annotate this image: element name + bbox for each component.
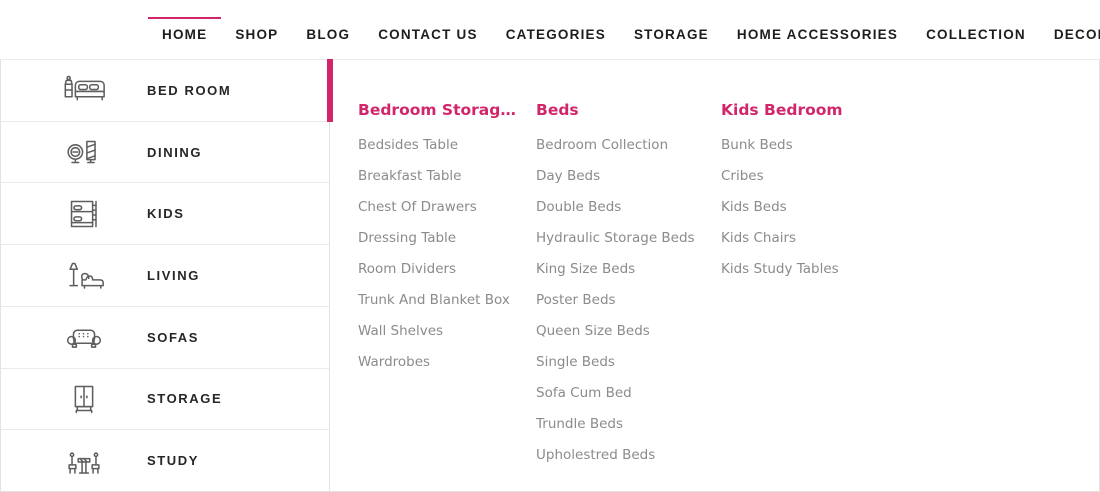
nav-item-shop[interactable]: SHOP bbox=[235, 27, 279, 42]
mega-column-title[interactable]: Bedroom Storage & A... bbox=[358, 101, 516, 119]
mega-link[interactable]: Kids Beds bbox=[721, 199, 787, 215]
bunk-bed-icon bbox=[61, 194, 107, 234]
mega-column-title[interactable]: Kids Bedroom bbox=[721, 101, 843, 119]
nav-item-contact-us[interactable]: CONTACT US bbox=[378, 27, 478, 42]
mega-column-beds: Beds Bedroom Collection Day Beds Double … bbox=[536, 101, 701, 491]
nav-item-home[interactable]: HOME bbox=[148, 10, 222, 59]
sofa-icon bbox=[61, 317, 107, 357]
sidebar-item-label: STUDY bbox=[147, 453, 200, 469]
sidebar-item-kids[interactable]: KIDS bbox=[1, 183, 329, 246]
mega-link[interactable]: Room Dividers bbox=[358, 261, 457, 277]
mega-link[interactable]: Chest Of Drawers bbox=[358, 199, 477, 215]
mega-column-bedroom-storage: Bedroom Storage & A... Bedsides Table Br… bbox=[358, 101, 516, 491]
mega-link[interactable]: Hydraulic Storage Beds bbox=[536, 230, 695, 246]
mega-column-title[interactable]: Beds bbox=[536, 101, 579, 119]
mega-link[interactable]: Single Beds bbox=[536, 354, 615, 370]
mega-link[interactable]: Double Beds bbox=[536, 199, 622, 215]
mega-link[interactable]: Bedroom Collection bbox=[536, 137, 669, 153]
mega-link[interactable]: Dressing Table bbox=[358, 230, 457, 246]
sidebar-item-living[interactable]: LIVING bbox=[1, 245, 329, 307]
study-desk-icon bbox=[61, 441, 107, 481]
sidebar-item-label: BED ROOM bbox=[147, 82, 232, 98]
mega-link[interactable]: Wardrobes bbox=[358, 354, 431, 370]
category-sidebar: BED ROOM bbox=[1, 59, 333, 492]
mega-column-links: Bunk Beds Cribes Kids Beds Kids Chairs K… bbox=[721, 136, 891, 279]
mega-link[interactable]: Breakfast Table bbox=[358, 168, 462, 184]
categories-dropdown-panel: BED ROOM bbox=[0, 59, 1100, 492]
nav-item-decor[interactable]: DECOR bbox=[1053, 27, 1100, 42]
sidebar-item-storage[interactable]: STORAGE bbox=[1, 368, 329, 431]
sidebar-item-bed-room[interactable]: BED ROOM bbox=[1, 59, 333, 122]
nav-item-categories[interactable]: CATEGORIES bbox=[505, 27, 606, 42]
sidebar-item-label: KIDS bbox=[147, 206, 185, 222]
sidebar-item-label: LIVING bbox=[147, 268, 200, 284]
mirror-cabinet-icon bbox=[61, 132, 107, 172]
mega-link[interactable]: King Size Beds bbox=[536, 261, 636, 277]
nav-item-storage[interactable]: STORAGE bbox=[633, 27, 709, 42]
mega-link[interactable]: Bunk Beds bbox=[721, 137, 793, 153]
sidebar-item-label: DINING bbox=[147, 144, 203, 160]
sidebar-item-label: SOFAS bbox=[147, 329, 200, 345]
bed-icon bbox=[61, 70, 107, 110]
sidebar-item-sofas[interactable]: SOFAS bbox=[1, 306, 329, 369]
sidebar-item-label: STORAGE bbox=[147, 391, 223, 407]
mega-link[interactable]: Sofa Cum Bed bbox=[536, 385, 632, 401]
mega-link[interactable]: Upholestred Beds bbox=[536, 447, 656, 463]
mega-column-links: Bedsides Table Breakfast Table Chest Of … bbox=[358, 136, 516, 372]
top-nav: HOME SHOP BLOG CONTACT US CATEGORIES STO… bbox=[0, 0, 1100, 59]
mega-link[interactable]: Kids Chairs bbox=[721, 230, 797, 246]
mega-link[interactable]: Cribes bbox=[721, 168, 764, 184]
sidebar-item-dining[interactable]: DINING bbox=[1, 121, 329, 184]
mega-column-links: Bedroom Collection Day Beds Double Beds … bbox=[536, 136, 701, 465]
mega-link[interactable]: Bedsides Table bbox=[358, 137, 459, 153]
mega-link[interactable]: Day Beds bbox=[536, 168, 601, 184]
mega-column-kids-bedroom: Kids Bedroom Bunk Beds Cribes Kids Beds … bbox=[721, 101, 891, 491]
mega-link[interactable]: Wall Shelves bbox=[358, 323, 444, 339]
mega-menu: Bedroom Storage & A... Bedsides Table Br… bbox=[330, 60, 1099, 491]
mega-link[interactable]: Trunk And Blanket Box bbox=[358, 292, 510, 308]
mega-link[interactable]: Poster Beds bbox=[536, 292, 616, 308]
lamp-chaise-icon bbox=[61, 256, 107, 296]
mega-link[interactable]: Kids Study Tables bbox=[721, 261, 839, 277]
nav-item-home-accessories[interactable]: HOME ACCESSORIES bbox=[736, 27, 899, 42]
mega-link[interactable]: Queen Size Beds bbox=[536, 323, 650, 339]
nav-item-blog[interactable]: BLOG bbox=[306, 27, 351, 42]
mega-link[interactable]: Trundle Beds bbox=[536, 416, 624, 432]
nav-item-collection[interactable]: COLLECTION bbox=[926, 27, 1026, 42]
wardrobe-icon bbox=[61, 379, 107, 419]
sidebar-item-study[interactable]: STUDY bbox=[1, 430, 329, 492]
